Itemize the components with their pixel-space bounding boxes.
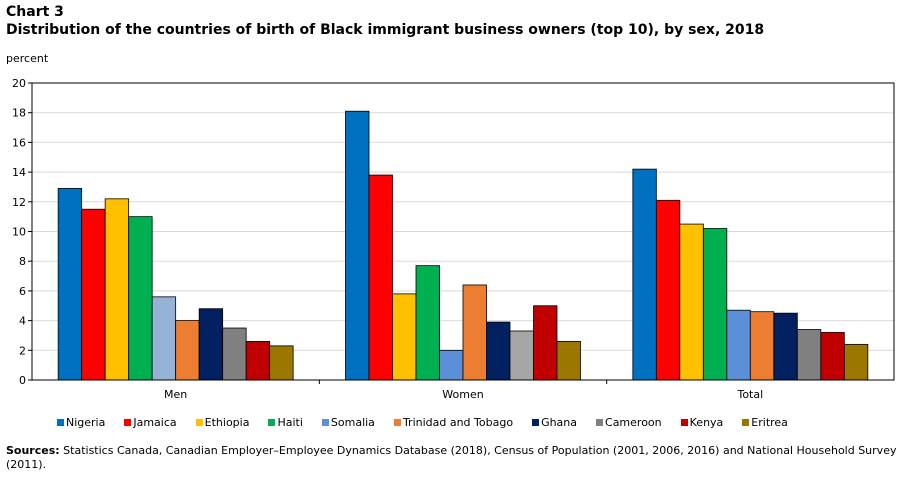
legend-entry: Ghana bbox=[532, 416, 577, 429]
bar-ghana-total bbox=[773, 312, 798, 381]
y-tick-label: 2 bbox=[19, 344, 26, 357]
bar-ethiopia-total bbox=[679, 223, 704, 381]
legend-swatch bbox=[532, 419, 540, 426]
bar-ghana-women bbox=[486, 321, 511, 381]
bar-somalia-total bbox=[726, 309, 751, 381]
y-axis-label: percent bbox=[6, 52, 49, 65]
bar-jamaica-women bbox=[368, 174, 393, 381]
bar-jamaica-men bbox=[81, 208, 106, 381]
legend-label: Jamaica bbox=[133, 416, 177, 429]
y-tick-label: 4 bbox=[19, 315, 26, 328]
bar-ethiopia-men bbox=[104, 198, 130, 381]
bar-cameroon-women bbox=[509, 330, 534, 381]
legend-label: Kenya bbox=[689, 416, 724, 429]
y-tick-label: 16 bbox=[12, 136, 26, 149]
legend-entry: Jamaica bbox=[124, 416, 177, 429]
legend-entry: Somalia bbox=[321, 416, 375, 429]
bar-nigeria-men bbox=[57, 188, 83, 381]
legend-swatch bbox=[124, 419, 132, 426]
legend-entry: Nigeria bbox=[57, 416, 105, 429]
legend-swatch bbox=[596, 419, 604, 426]
legend-entry: Kenya bbox=[680, 416, 724, 429]
bar-kenya-men bbox=[245, 340, 271, 381]
legend-entry: Cameroon bbox=[596, 416, 662, 429]
bar-somalia-men bbox=[151, 296, 177, 381]
y-tick-label: 8 bbox=[19, 255, 26, 268]
chart-number: Chart 3 bbox=[6, 4, 64, 20]
y-tick-label: 0 bbox=[19, 374, 26, 387]
legend-label: Nigeria bbox=[66, 416, 106, 429]
legend-label: Ghana bbox=[541, 416, 578, 429]
bar-cameroon-total bbox=[796, 329, 822, 381]
bar-ethiopia-women bbox=[392, 293, 417, 381]
bar-haiti-women bbox=[415, 265, 440, 381]
bar-nigeria-women bbox=[345, 110, 370, 381]
x-tick-label: Men bbox=[164, 388, 187, 401]
legend-label: Cameroon bbox=[605, 416, 662, 429]
bar-kenya-total bbox=[820, 332, 845, 381]
legend-swatch bbox=[57, 419, 64, 426]
legend-label: Ethiopia bbox=[204, 416, 250, 429]
x-tick-label: Women bbox=[442, 388, 483, 401]
bar-cameroon-men bbox=[222, 327, 247, 381]
legend-swatch bbox=[195, 419, 203, 426]
bar-nigeria-total bbox=[632, 168, 657, 381]
bar-ghana-men bbox=[198, 308, 224, 381]
legend-entry: Ethiopia bbox=[195, 416, 250, 429]
bar-trinidad-and-tobago-women bbox=[462, 284, 487, 381]
legend-entry: Eritrea bbox=[742, 416, 788, 429]
y-tick-label: 20 bbox=[12, 77, 26, 90]
legend: Nigeria Jamaica Ethiopia Haiti Somalia Trinid… bbox=[57, 416, 807, 429]
y-tick-label: 14 bbox=[12, 166, 26, 179]
bar-somalia-women bbox=[439, 349, 464, 381]
legend-swatch bbox=[742, 419, 750, 426]
y-tick-label: 10 bbox=[12, 226, 26, 239]
legend-label: Trinidad and Tobago bbox=[402, 416, 514, 429]
y-axis-ticks: 0 2 4 6 8 10 12 14 16 18 20 bbox=[12, 77, 32, 387]
legend-swatch bbox=[321, 419, 329, 426]
y-tick-label: 12 bbox=[12, 196, 26, 209]
chart-title: Distribution of the countries of birth o… bbox=[6, 22, 765, 38]
bar-trinidad-and-tobago-total bbox=[749, 311, 775, 381]
bar-eritrea-men bbox=[269, 345, 294, 381]
legend-label: Somalia bbox=[330, 416, 375, 429]
sources-text: Statistics Canada, Canadian Employer–Emp… bbox=[6, 444, 897, 471]
legend-entry: Haiti bbox=[268, 416, 303, 429]
legend-label: Haiti bbox=[277, 416, 303, 429]
bar-eritrea-total bbox=[843, 343, 869, 381]
legend-swatch bbox=[393, 419, 401, 426]
legend-label: Eritrea bbox=[751, 416, 788, 429]
plot-frame bbox=[31, 82, 895, 381]
sources-label: Sources: bbox=[6, 444, 60, 457]
bar-jamaica-total bbox=[655, 199, 681, 381]
y-tick-label: 6 bbox=[19, 285, 26, 298]
legend-entry: Trinidad and Tobago bbox=[393, 416, 514, 429]
y-tick-label: 18 bbox=[12, 107, 26, 120]
bar-haiti-men bbox=[128, 216, 153, 381]
bar-eritrea-women bbox=[556, 340, 581, 381]
bar-chart: 0 2 4 6 8 10 12 14 16 18 20 Men Women Total bbox=[12, 77, 895, 401]
bar-trinidad-and-tobago-men bbox=[175, 320, 200, 381]
bar-kenya-women bbox=[533, 305, 558, 381]
bars bbox=[57, 110, 869, 381]
bar-haiti-total bbox=[702, 228, 728, 381]
legend-swatch bbox=[268, 419, 276, 426]
x-axis-ticks: Men Women Total bbox=[164, 380, 763, 401]
sources-note: Sources: Statistics Canada, Canadian Emp… bbox=[6, 444, 901, 472]
x-tick-label: Total bbox=[736, 388, 763, 401]
legend-swatch bbox=[680, 419, 688, 426]
